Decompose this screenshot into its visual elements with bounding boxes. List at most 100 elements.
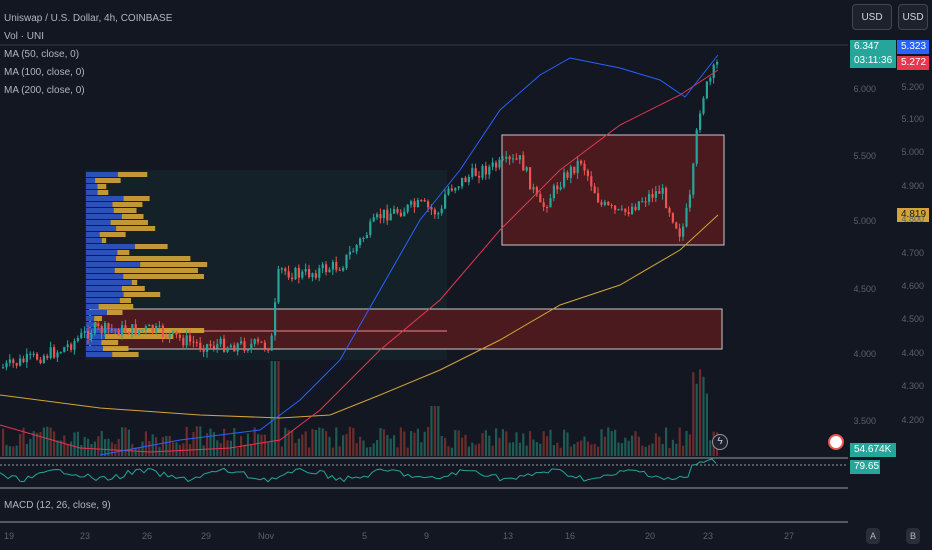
volume-bar <box>233 428 236 456</box>
candle-body <box>138 329 141 335</box>
candle-body <box>627 211 630 215</box>
scale-button-a[interactable]: A <box>866 528 880 544</box>
candle-body <box>603 201 606 205</box>
candle-body <box>573 166 576 174</box>
volume-bar <box>369 446 372 456</box>
volume-bar <box>46 426 49 456</box>
alt-high-tag: 5.323 <box>897 40 929 54</box>
oscillator-tag: 79.65 <box>850 460 880 474</box>
symbol-title[interactable]: Uniswap / U.S. Dollar, 4h, COINBASE <box>4 13 173 24</box>
volume-bar <box>430 406 433 456</box>
candle-body <box>90 333 93 339</box>
volume-bar <box>675 443 678 456</box>
currency-button-main[interactable]: USD <box>852 4 892 30</box>
volume-bar <box>505 431 508 456</box>
volume-bar <box>155 437 158 456</box>
volume-bar <box>314 429 317 456</box>
candle-body <box>226 347 229 352</box>
vp-bar-gold <box>97 190 109 195</box>
volume-bar <box>362 440 365 456</box>
range-box-upper[interactable] <box>501 134 725 246</box>
volume-bar <box>8 446 11 456</box>
lightning-icon[interactable]: ϟ <box>712 434 728 450</box>
candle-body <box>580 160 583 164</box>
indicator-ma100[interactable]: MA (100, close, 0) <box>4 67 85 78</box>
y-tick-mid: 5.500 <box>853 151 876 161</box>
candle-body <box>501 158 504 160</box>
volume-bar <box>277 361 280 456</box>
volume-bar <box>522 433 525 456</box>
candle-body <box>688 194 691 208</box>
y-tick-right: 4.600 <box>901 281 924 291</box>
candle-body <box>134 324 137 335</box>
candle-body <box>620 208 623 210</box>
volume-bar <box>165 436 168 456</box>
volume-bar <box>182 443 185 456</box>
volume-bar <box>454 430 457 456</box>
candle-body <box>335 262 338 270</box>
volume-bar <box>569 446 572 456</box>
candle-body <box>716 61 719 65</box>
candle-body <box>654 191 657 198</box>
scale-button-b[interactable]: B <box>906 528 920 544</box>
candle-body <box>63 347 66 353</box>
vp-bar-blue <box>86 184 98 189</box>
volume-bar <box>32 431 35 456</box>
candle-body <box>240 341 243 344</box>
candle-body <box>284 268 287 272</box>
candle-body <box>342 267 345 271</box>
volume-bar <box>583 436 586 456</box>
volume-bar <box>705 393 708 456</box>
volume-bar <box>110 442 113 456</box>
chart-legend: Uniswap / U.S. Dollar, 4h, COINBASE Vol … <box>4 10 172 100</box>
y-tick-right: 4.700 <box>901 248 924 258</box>
macd-label[interactable]: MACD (12, 26, close, 9) <box>4 500 111 511</box>
currency-button-alt[interactable]: USD <box>898 4 928 30</box>
indicator-ma200[interactable]: MA (200, close, 0) <box>4 85 85 96</box>
x-tick: 23 <box>703 531 714 541</box>
candle-body <box>491 162 494 167</box>
candle-body <box>301 271 304 278</box>
volume-bar <box>532 439 535 456</box>
candle-body <box>454 187 457 191</box>
volume-bar <box>134 447 137 456</box>
candle-body <box>372 217 375 222</box>
volume-bar <box>359 436 362 456</box>
volume-bar <box>699 369 702 456</box>
x-tick: 26 <box>142 531 153 541</box>
vp-bar-gold <box>131 280 138 285</box>
volume-bar <box>634 431 637 456</box>
volume-bar <box>206 433 209 456</box>
vp-bar-blue <box>86 274 124 279</box>
x-tick: 20 <box>645 531 656 541</box>
candle-body <box>423 200 426 202</box>
candle-body <box>365 235 368 238</box>
y-tick-right: 5.000 <box>901 147 924 157</box>
candle-body <box>437 213 440 215</box>
candle-body <box>53 347 56 358</box>
candle-body <box>515 158 518 160</box>
vp-bar-gold <box>123 292 161 297</box>
x-tick: 13 <box>503 531 514 541</box>
volume-bar <box>573 444 576 456</box>
y-tick-right: 4.400 <box>901 348 924 358</box>
vp-bar-gold <box>116 226 156 231</box>
vp-bar-gold <box>121 286 145 291</box>
candle-body <box>223 338 226 352</box>
candle-body <box>583 163 586 171</box>
flag-icon[interactable] <box>828 434 844 450</box>
candle-body <box>508 156 511 160</box>
indicator-volume[interactable]: Vol · UNI <box>4 31 45 42</box>
candle-body <box>70 344 73 350</box>
volume-bar <box>124 427 127 456</box>
volume-bar <box>318 427 321 456</box>
candle-body <box>549 198 552 208</box>
vp-bar-blue <box>86 220 111 225</box>
volume-bar <box>175 442 178 456</box>
candle-body <box>287 271 290 278</box>
vp-bar-blue <box>86 268 115 273</box>
indicator-ma50[interactable]: MA (50, close, 0) <box>4 49 80 60</box>
candle-body <box>236 343 239 352</box>
volume-bar <box>481 433 484 456</box>
